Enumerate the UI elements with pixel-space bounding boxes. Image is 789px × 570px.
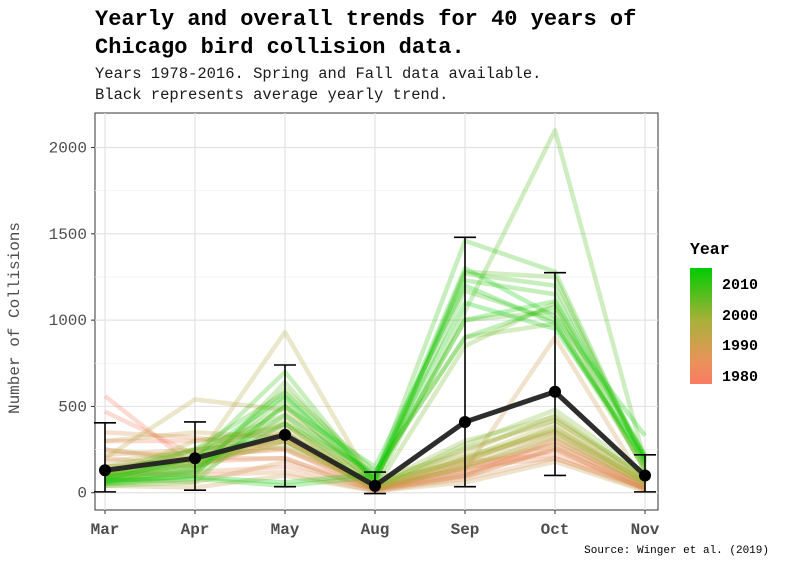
y-tick-label: 1000 (49, 312, 87, 330)
average-point-May (279, 428, 291, 441)
x-tick-label-Nov: Nov (631, 521, 660, 539)
x-tick-label-Mar: Mar (91, 521, 120, 539)
x-tick-label-Oct: Oct (541, 521, 570, 539)
legend-label-1990: 1990 (722, 338, 759, 356)
average-trend (94, 236, 656, 495)
legend-label-2010: 2010 (722, 277, 759, 295)
y-tick-label: 2000 (49, 140, 87, 158)
x-tick-label-Apr: Apr (181, 521, 210, 539)
x-tick-label-Sep: Sep (451, 521, 480, 539)
chart-title: Yearly and overall trends for 40 years o… (95, 7, 637, 60)
average-point-Sep (459, 415, 471, 428)
average-point-Nov (639, 469, 651, 482)
legend-title: Year (690, 240, 730, 259)
x-tick-label-May: May (271, 521, 300, 539)
legend-label-2000: 2000 (722, 307, 759, 325)
y-tick-label: 0 (77, 485, 87, 503)
average-point-Aug (369, 479, 381, 492)
source-caption: Source: Winger et al. (2019) (584, 545, 769, 557)
plot-panel (94, 112, 659, 511)
chart-subtitle: Years 1978-2016. Spring and Fall data av… (95, 65, 542, 104)
average-point-Oct (549, 385, 561, 398)
legend: Year 2010 2000 1990 1980 (690, 240, 758, 386)
legend-label-1980: 1980 (722, 368, 759, 386)
x-tick-label-Aug: Aug (361, 521, 390, 539)
average-point-Mar (99, 464, 111, 477)
y-tick-label: 500 (58, 398, 87, 416)
legend-labels: 2010 2000 1990 1980 (722, 268, 782, 386)
legend-color-bar (690, 268, 712, 384)
axes: 0 500 1000 1500 2000 Mar Apr May Aug Sep Oct Nov (49, 140, 660, 539)
average-point-Apr (189, 452, 201, 465)
y-tick-label: 1500 (49, 226, 87, 244)
